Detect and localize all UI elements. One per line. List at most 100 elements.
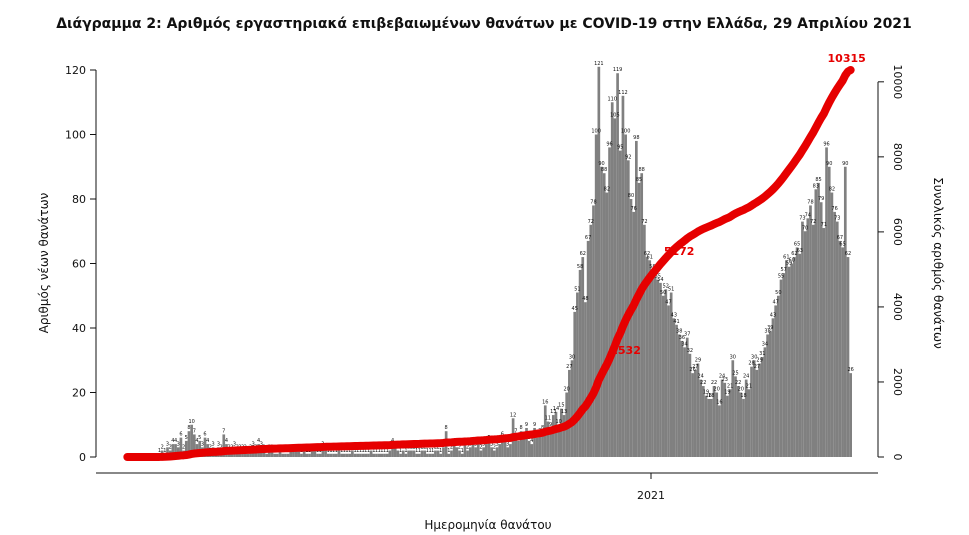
bar bbox=[313, 450, 317, 457]
bar-value-label: 29 bbox=[695, 357, 701, 363]
bar bbox=[372, 453, 376, 457]
bar bbox=[691, 373, 694, 457]
bar bbox=[578, 269, 582, 457]
bar bbox=[838, 240, 842, 457]
bar bbox=[803, 231, 807, 457]
bar bbox=[795, 247, 799, 457]
bar bbox=[613, 118, 617, 458]
bar bbox=[597, 66, 601, 457]
bar-value-label: 30 bbox=[569, 354, 575, 360]
bar-value-label: 9 bbox=[525, 422, 528, 428]
bar-value-label: 20 bbox=[738, 387, 744, 393]
bar-value-label: 65 bbox=[794, 241, 800, 247]
bar-value-label: 3 bbox=[495, 441, 498, 447]
bar bbox=[830, 192, 834, 458]
bar bbox=[302, 450, 306, 457]
bar-value-label: 1 bbox=[461, 448, 464, 454]
bar bbox=[351, 450, 354, 457]
bar bbox=[284, 453, 287, 457]
bar bbox=[608, 147, 611, 457]
bar bbox=[297, 450, 301, 457]
bar bbox=[771, 318, 775, 457]
bar-value-label: 59 bbox=[786, 261, 792, 267]
bar-value-label: 52 bbox=[663, 283, 669, 289]
bar-value-label: 72 bbox=[810, 219, 816, 225]
bar bbox=[514, 434, 518, 457]
bar bbox=[300, 453, 303, 457]
bar bbox=[458, 450, 461, 457]
bar-value-label: 1 bbox=[359, 448, 362, 454]
bar-value-label: 85 bbox=[636, 177, 642, 183]
bar-value-label: 1 bbox=[343, 448, 346, 454]
bar-value-label: 80 bbox=[628, 193, 634, 199]
bar bbox=[768, 331, 772, 457]
bar-value-label: 1 bbox=[383, 448, 386, 454]
bar bbox=[484, 444, 488, 457]
bar-value-label: 73 bbox=[834, 216, 840, 222]
bar-value-label: 2 bbox=[161, 445, 164, 451]
bar bbox=[699, 379, 702, 457]
bar-value-label: 4 bbox=[257, 438, 260, 444]
bar-value-label: 18 bbox=[705, 393, 711, 399]
bar-value-label: 34 bbox=[681, 341, 687, 347]
bar-value-label: 10 bbox=[555, 419, 561, 425]
bar bbox=[629, 199, 633, 457]
bar bbox=[377, 453, 381, 457]
bar bbox=[367, 453, 370, 457]
bar bbox=[321, 447, 325, 457]
y-axis-left-tick-label: 60 bbox=[72, 258, 86, 271]
bar bbox=[452, 444, 456, 457]
bar bbox=[318, 453, 322, 457]
bar-value-label: 83 bbox=[813, 183, 819, 189]
bar bbox=[669, 292, 673, 457]
bar bbox=[184, 440, 188, 458]
y-axis-right-tick-label: 4000 bbox=[891, 293, 904, 321]
bar bbox=[685, 337, 689, 457]
bar bbox=[442, 447, 445, 457]
bar-value-label: 45 bbox=[572, 306, 578, 312]
bar-value-label: 76 bbox=[831, 206, 837, 212]
bar bbox=[589, 224, 593, 457]
axes: 0204060801001200200040006000800010000202… bbox=[65, 64, 904, 502]
bar bbox=[324, 450, 327, 457]
bar-value-label: 36 bbox=[679, 335, 685, 341]
bar-value-label: 43 bbox=[770, 312, 776, 318]
bar bbox=[326, 453, 330, 457]
bar bbox=[811, 224, 815, 457]
bar bbox=[383, 453, 386, 457]
bar bbox=[267, 450, 271, 457]
bar bbox=[600, 166, 603, 457]
cumulative-value-label: 5172 bbox=[664, 245, 695, 258]
bar bbox=[546, 421, 550, 457]
bar-value-label: 90 bbox=[842, 161, 848, 167]
bar bbox=[570, 360, 574, 457]
bar-value-label: 50 bbox=[775, 290, 781, 296]
bar bbox=[450, 450, 453, 457]
bar bbox=[779, 279, 783, 458]
bar bbox=[726, 395, 729, 457]
bar bbox=[348, 453, 352, 457]
bar bbox=[530, 444, 534, 457]
bar bbox=[688, 353, 692, 457]
bar-value-label: 1 bbox=[327, 448, 330, 454]
bar-value-label: 62 bbox=[845, 251, 851, 257]
bar bbox=[506, 447, 510, 457]
bar bbox=[672, 318, 676, 457]
bar-value-label: 20 bbox=[564, 387, 570, 393]
bar-value-label: 1 bbox=[345, 448, 348, 454]
bar-value-label: 27 bbox=[754, 364, 760, 370]
bar-value-label: 3 bbox=[217, 441, 220, 447]
bar-value-label: 96 bbox=[823, 141, 829, 147]
bar-value-label: 3 bbox=[506, 441, 509, 447]
bar bbox=[798, 253, 802, 457]
bar-value-label: 16 bbox=[542, 399, 548, 405]
bar-value-label: 25 bbox=[732, 370, 738, 376]
bar bbox=[841, 247, 844, 457]
bar-value-label: 61 bbox=[783, 254, 789, 260]
bar bbox=[254, 450, 258, 457]
bar bbox=[468, 447, 472, 457]
bar bbox=[675, 324, 678, 457]
bar-value-label: 70 bbox=[802, 225, 808, 231]
bar-value-label: 4 bbox=[174, 438, 177, 444]
bar bbox=[618, 150, 622, 458]
